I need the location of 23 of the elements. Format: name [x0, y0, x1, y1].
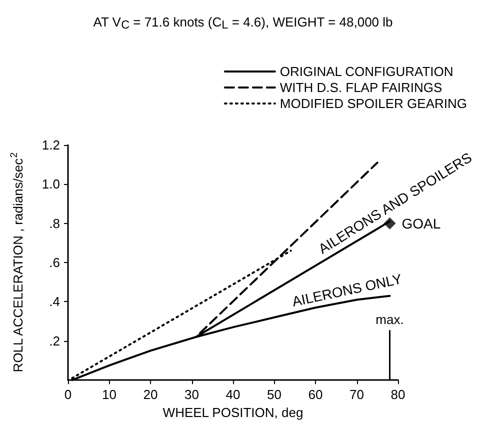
y-axis-title: ROLL ACCELERATION , radians/sec2	[9, 152, 26, 372]
ref-line-label: max.	[376, 312, 404, 328]
x-axis-title: WHEEL POSITION, deg	[162, 405, 304, 420]
annotation: GOAL	[402, 215, 441, 232]
y-tick-label: .8	[49, 216, 60, 231]
x-tick-label: 10	[102, 387, 116, 402]
annotation: AILERONS ONLY	[290, 270, 404, 310]
x-tick-label: 0	[64, 387, 72, 402]
legend-label: MODIFIED SPOILER GEARING	[280, 96, 468, 111]
legend-label: WITH D.S. FLAP FAIRINGS	[280, 80, 443, 95]
y-tick-label: 1.2	[42, 138, 60, 152]
legend-label: ORIGINAL CONFIGURATION	[280, 64, 454, 79]
x-tick-label: 30	[184, 387, 199, 402]
y-tick-label: .6	[49, 255, 60, 270]
x-tick-label: 50	[267, 387, 282, 402]
y-tick-label: .2	[49, 333, 60, 348]
x-tick-label: 40	[226, 387, 240, 402]
x-tick-label: 60	[308, 387, 323, 402]
x-tick-label: 80	[390, 387, 406, 402]
y-tick-label: .4	[49, 294, 60, 310]
x-tick-label: 20	[143, 387, 158, 402]
y-tick-label: 1.0	[42, 176, 60, 192]
x-tick-label: 70	[350, 387, 364, 402]
